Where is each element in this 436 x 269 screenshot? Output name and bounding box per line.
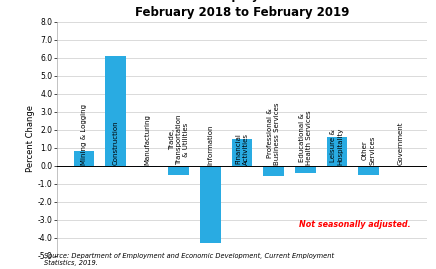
Text: Other
Services: Other Services [362, 135, 375, 165]
Title: Minnesota Employment Growth
February 2018 to February 2019: Minnesota Employment Growth February 201… [135, 0, 349, 19]
Bar [74, 151, 94, 165]
Bar [295, 165, 316, 173]
Text: Information: Information [208, 124, 213, 165]
Text: Trade,
Transportation
& Utilities: Trade, Transportation & Utilities [169, 114, 189, 165]
Text: Financial
Activities: Financial Activities [235, 133, 249, 165]
Text: Professional &
Business Services: Professional & Business Services [267, 102, 280, 165]
Bar [137, 165, 157, 167]
Y-axis label: Percent Change: Percent Change [26, 105, 35, 172]
Bar [232, 139, 252, 165]
Bar [358, 165, 379, 175]
Bar [263, 165, 284, 176]
Text: Mining & Logging: Mining & Logging [81, 104, 87, 165]
Bar [327, 137, 347, 165]
Text: Manufacturing: Manufacturing [144, 114, 150, 165]
Text: Government: Government [397, 121, 403, 165]
Bar [105, 56, 126, 165]
Text: Construction: Construction [112, 120, 119, 165]
Text: Educational &
Health Services: Educational & Health Services [299, 110, 312, 165]
Text: Not seasonally adjusted.: Not seasonally adjusted. [299, 221, 411, 229]
Bar [200, 165, 221, 243]
Bar [168, 165, 189, 175]
Text: Source: Department of Employment and Economic Development, Current Employment
St: Source: Department of Employment and Eco… [44, 253, 334, 266]
Text: Leisure &
Hospitality: Leisure & Hospitality [330, 127, 344, 165]
